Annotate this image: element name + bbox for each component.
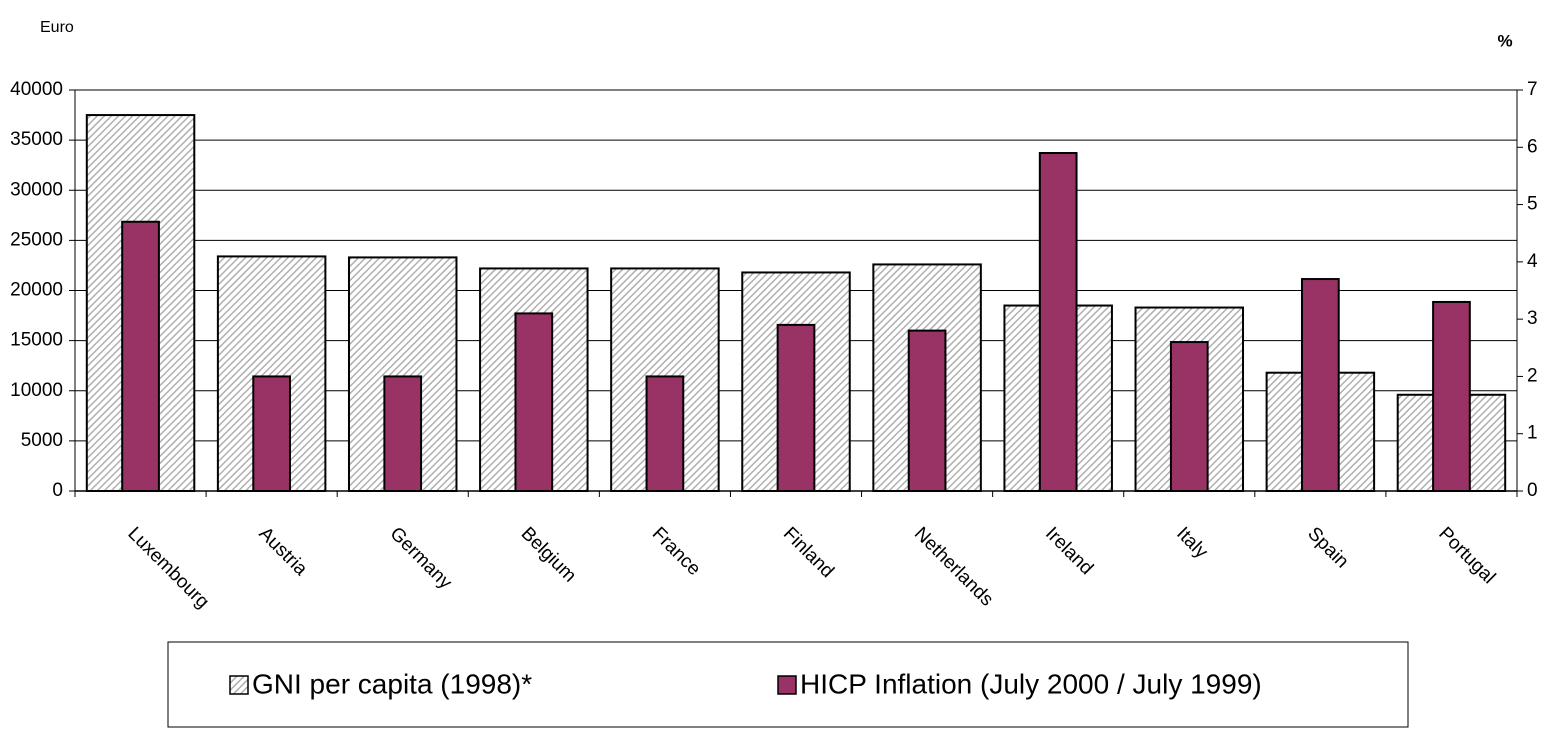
- y-tick-label: 25000: [10, 229, 63, 250]
- legend-label: HICP Inflation (July 2000 / July 1999): [800, 668, 1262, 699]
- bar: [1301, 278, 1340, 492]
- bar: [121, 220, 160, 492]
- y-tick-label: 40000: [10, 79, 63, 100]
- y2-tick-label: 4: [1527, 251, 1538, 272]
- bar: [645, 375, 685, 492]
- bar: [514, 312, 554, 492]
- x-tick-label: Finland: [779, 523, 838, 582]
- y2-tick-label: 7: [1527, 79, 1538, 100]
- bar: [383, 375, 423, 492]
- x-tick-label: Germany: [386, 523, 456, 593]
- y-tick-label: 5000: [21, 430, 63, 451]
- x-tick-label: Belgium: [517, 523, 580, 586]
- legend-swatch: [777, 675, 797, 695]
- y2-tick-label: 3: [1527, 308, 1538, 329]
- x-tick-label: Ireland: [1041, 523, 1097, 579]
- y2-axis-label: %: [1497, 31, 1512, 50]
- y-tick-label: 35000: [10, 129, 63, 150]
- y2-tick-label: 2: [1527, 365, 1538, 386]
- y2-tick-label: 0: [1527, 480, 1538, 501]
- x-tick-label: Luxembourg: [123, 523, 213, 613]
- y-tick-label: 0: [52, 480, 63, 501]
- legend-label: GNI per capita (1998)*: [252, 668, 532, 699]
- x-tick-label: Portugal: [1434, 523, 1499, 588]
- y-tick-label: 10000: [10, 380, 63, 401]
- bar: [907, 329, 947, 492]
- x-tick-label: Spain: [1303, 523, 1352, 572]
- bar: [1038, 152, 1078, 492]
- y2-tick-label: 5: [1527, 194, 1538, 215]
- y-axis-label: Euro: [40, 19, 74, 36]
- y-tick-label: 15000: [10, 330, 63, 351]
- y-tick-label: 20000: [10, 280, 63, 301]
- bar: [1169, 341, 1209, 492]
- bar: [252, 375, 291, 492]
- x-tick-label: Netherlands: [910, 523, 997, 610]
- x-tick-label: France: [648, 523, 705, 580]
- x-tick-label: Austria: [255, 523, 312, 580]
- y2-tick-label: 1: [1527, 423, 1538, 444]
- y-tick-label: 30000: [10, 179, 63, 200]
- legend-swatch: [229, 675, 249, 695]
- bar: [1432, 300, 1471, 493]
- bar: [776, 323, 816, 492]
- x-tick-label: Italy: [1172, 523, 1212, 563]
- y2-tick-label: 6: [1527, 136, 1538, 157]
